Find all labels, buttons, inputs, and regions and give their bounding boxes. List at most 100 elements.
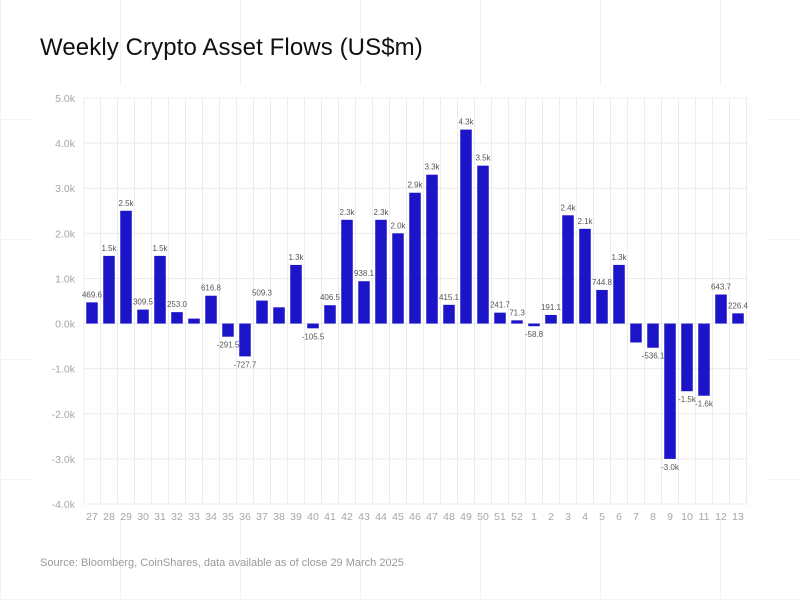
y-tick-label: 0.0k	[55, 319, 76, 331]
data-label: 226.4	[728, 301, 749, 310]
x-tick-label: 49	[460, 511, 472, 520]
bar	[120, 210, 132, 324]
bar	[137, 309, 149, 324]
data-label: 71.3	[509, 308, 525, 317]
data-label: 1.5k	[101, 244, 117, 253]
bar	[290, 264, 302, 324]
bars	[86, 129, 744, 459]
bar	[392, 233, 404, 324]
bar	[409, 192, 421, 324]
bar	[256, 300, 268, 324]
x-tick-label: 36	[239, 511, 251, 520]
data-label: 643.7	[711, 283, 732, 292]
data-label: 1.3k	[611, 253, 627, 262]
x-tick-label: 40	[307, 511, 319, 520]
x-tick-label: 6	[616, 511, 622, 520]
bar	[647, 323, 659, 348]
x-tick-label: 34	[205, 511, 217, 520]
x-tick-label: 31	[154, 511, 166, 520]
data-labels: 469.6 1.5k 2.5k 309.5 1.5k 253.0 616.8 -291.5 -7…	[82, 118, 749, 472]
x-tick-label: 48	[443, 511, 455, 520]
data-label: 406.5	[320, 293, 341, 302]
bar	[681, 323, 693, 392]
chart-panel: 5.0k 4.0k 3.0k 2.0k 1.0k 0.0k -1.0k -2.0k -3.0k -…	[30, 85, 770, 520]
x-tick-label: 12	[715, 511, 727, 520]
x-tick-label: 41	[324, 511, 336, 520]
x-tick-label: 10	[681, 511, 693, 520]
bar	[171, 312, 183, 324]
data-label: -1.5k	[678, 395, 697, 404]
x-axis: 27 28 29 30 31 32 33 34 35 36 37 38 39 40 41 42 43 44 45 46…	[86, 511, 744, 520]
bar	[358, 281, 370, 324]
data-label: -3.0k	[661, 463, 680, 472]
y-tick-label: -3.0k	[52, 454, 76, 466]
bar	[375, 219, 387, 324]
x-tick-label: 43	[358, 511, 370, 520]
bar	[732, 313, 744, 324]
x-tick-label: 7	[633, 511, 639, 520]
data-label: 309.5	[133, 298, 154, 307]
data-label: 3.5k	[475, 154, 491, 163]
data-label: 744.8	[592, 278, 613, 287]
bar	[154, 255, 166, 324]
y-tick-label: -2.0k	[52, 409, 76, 421]
y-tick-label: 1.0k	[55, 273, 76, 285]
x-tick-label: 45	[392, 511, 404, 520]
data-label: 2.1k	[577, 217, 593, 226]
bar	[205, 295, 217, 324]
data-label: -1.6k	[695, 400, 714, 409]
bar	[239, 323, 251, 357]
data-label: -58.8	[525, 330, 544, 339]
bar	[613, 264, 625, 324]
data-label: 2.4k	[560, 203, 576, 212]
bar	[324, 305, 336, 324]
data-label: 3.3k	[424, 163, 440, 172]
y-tick-label: 5.0k	[55, 93, 76, 105]
data-label: -536.1	[642, 352, 665, 361]
bar	[443, 304, 455, 324]
y-axis: 5.0k 4.0k 3.0k 2.0k 1.0k 0.0k -1.0k -2.0k -3.0k -…	[52, 93, 76, 511]
x-tick-label: 37	[256, 511, 268, 520]
x-tick-label: 1	[531, 511, 537, 520]
data-label: 191.1	[541, 303, 562, 312]
data-label: 2.5k	[118, 199, 134, 208]
data-label: 469.6	[82, 290, 103, 299]
data-label: -291.5	[217, 341, 240, 350]
bar	[477, 165, 489, 324]
data-label: 509.3	[252, 289, 273, 298]
data-label: -105.5	[302, 332, 325, 341]
x-tick-label: 46	[409, 511, 421, 520]
bar	[664, 323, 676, 459]
x-tick-label: 50	[477, 511, 489, 520]
x-tick-label: 39	[290, 511, 302, 520]
data-label: -727.7	[234, 360, 257, 369]
x-tick-label: 32	[171, 511, 183, 520]
x-tick-label: 8	[650, 511, 656, 520]
x-tick-label: 2	[548, 511, 554, 520]
chart-title: Weekly Crypto Asset Flows (US$m)	[40, 34, 423, 61]
bar	[341, 219, 353, 324]
bar	[562, 215, 574, 324]
bar	[307, 323, 319, 329]
bar	[426, 174, 438, 324]
y-tick-label: 2.0k	[55, 228, 76, 240]
x-tick-label: 30	[137, 511, 149, 520]
y-tick-label: 3.0k	[55, 183, 76, 195]
x-tick-label: 35	[222, 511, 234, 520]
x-tick-label: 52	[511, 511, 523, 520]
x-tick-label: 4	[582, 511, 588, 520]
x-tick-label: 47	[426, 511, 438, 520]
x-tick-label: 38	[273, 511, 285, 520]
bar	[103, 255, 115, 324]
bar	[579, 228, 591, 324]
x-tick-label: 5	[599, 511, 605, 520]
source-note: Source: Bloomberg, CoinShares, data avai…	[40, 557, 404, 569]
bar	[494, 312, 506, 324]
x-tick-label: 27	[86, 511, 98, 520]
bar-chart: 5.0k 4.0k 3.0k 2.0k 1.0k 0.0k -1.0k -2.0k -3.0k -…	[52, 93, 749, 520]
y-tick-label: 4.0k	[55, 138, 76, 150]
data-label: 2.3k	[339, 208, 355, 217]
bar	[511, 320, 523, 324]
bar	[528, 323, 540, 327]
bar	[86, 302, 98, 324]
